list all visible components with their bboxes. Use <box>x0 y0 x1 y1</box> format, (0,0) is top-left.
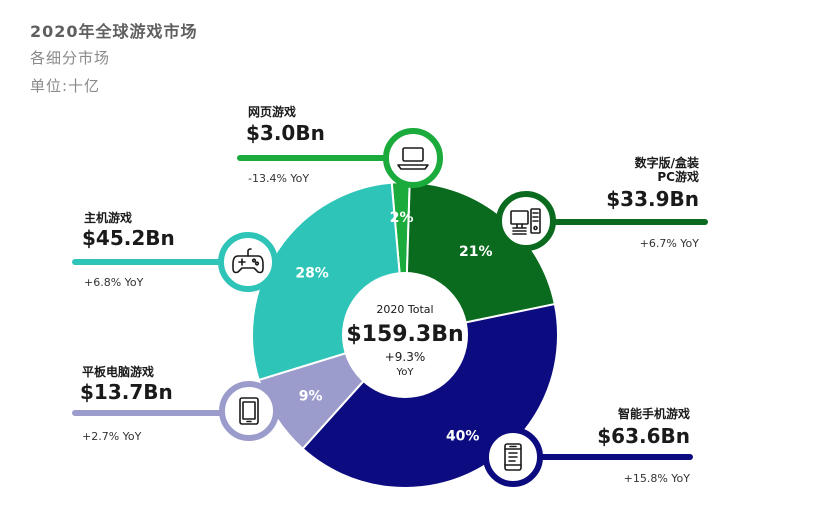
label-mobile-value: $63.6Bn <box>597 424 690 448</box>
label-pc-name: 数字版/盒装 PC游戏 <box>634 156 699 184</box>
label-tablet-name: 平板电脑游戏 <box>82 365 155 379</box>
center-total-value: $159.3Bn <box>346 322 463 347</box>
label-browser-yoy: -13.4% YoY <box>248 172 310 185</box>
label-console-name: 主机游戏 <box>84 211 133 225</box>
center-growth: +9.3% <box>385 350 426 364</box>
icon-badge-tablet <box>219 381 279 441</box>
label-browser-value: $3.0Bn <box>246 121 325 145</box>
center-growth-unit: YoY <box>395 367 414 378</box>
label-browser-name: 网页游戏 <box>248 105 297 119</box>
label-tablet-yoy: +2.7% YoY <box>82 430 142 443</box>
icon-badge-mobile <box>483 427 543 487</box>
label-mobile-name: 智能手机游戏 <box>617 407 690 421</box>
label-console-value: $45.2Bn <box>82 226 175 250</box>
pct-label-pc: 21% <box>459 244 493 260</box>
laptop-icon <box>397 147 429 170</box>
gamepad-icon <box>232 248 264 274</box>
label-mobile-yoy: +15.8% YoY <box>623 472 690 485</box>
desktop-pc-icon <box>510 208 541 235</box>
icon-ring-pc <box>496 191 556 251</box>
icon-badge-browser <box>383 128 443 188</box>
icon-badge-console <box>218 232 278 292</box>
label-pc-yoy: +6.7% YoY <box>639 237 699 250</box>
pct-label-browser: 2% <box>390 210 414 226</box>
tablet-icon <box>239 397 259 425</box>
icon-badge-pc <box>496 191 556 251</box>
label-console-yoy: +6.8% YoY <box>84 276 144 289</box>
smartphone-icon <box>504 443 522 471</box>
label-pc-value: $33.9Bn <box>606 187 699 211</box>
center-disc <box>342 272 468 398</box>
chart-unit: 单位:十亿 <box>30 77 101 95</box>
icon-ring-tablet <box>219 381 279 441</box>
pct-label-mobile: 40% <box>446 429 480 445</box>
pct-label-tablet: 9% <box>299 388 323 404</box>
center-total-label: 2020 Total <box>376 303 433 316</box>
icon-ring-browser <box>383 128 443 188</box>
label-tablet-value: $13.7Bn <box>80 380 173 404</box>
icon-ring-console <box>218 232 278 292</box>
chart-subtitle: 各细分市场 <box>30 49 111 67</box>
pct-label-console: 28% <box>295 265 329 281</box>
chart-title: 2020年全球游戏市场 <box>30 22 198 41</box>
